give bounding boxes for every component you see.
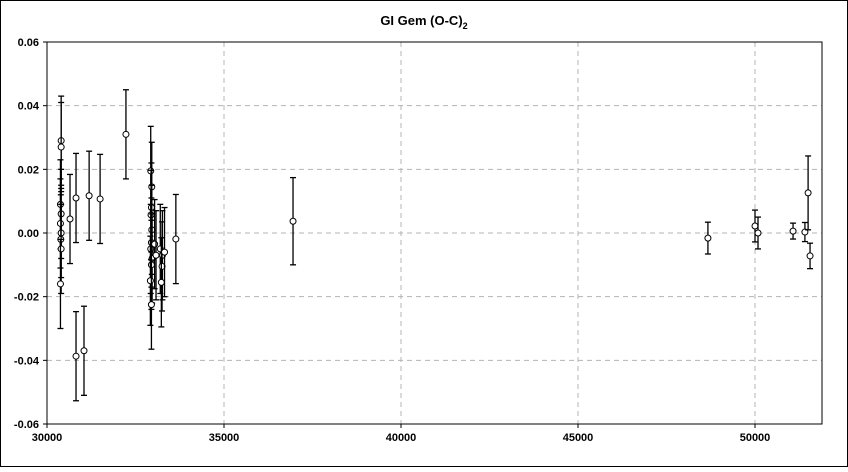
data-point [96, 153, 104, 245]
point-marker [754, 229, 762, 237]
y-tick-label: -0.04 [14, 355, 40, 367]
point-marker [172, 235, 180, 243]
data-point [80, 305, 88, 397]
x-tick-label: 35000 [209, 432, 240, 444]
point-marker [85, 192, 93, 200]
data-point [56, 238, 64, 330]
point-marker [72, 352, 80, 360]
point-marker [96, 195, 104, 203]
point-marker [146, 277, 154, 285]
y-tick-label: 0.06 [18, 37, 39, 49]
y-tick-label: 0.00 [18, 228, 39, 240]
x-tick-label: 45000 [563, 432, 594, 444]
point-marker [161, 248, 169, 256]
y-tick-label: -0.06 [14, 419, 39, 431]
data-point [789, 222, 797, 240]
point-marker [289, 217, 297, 225]
data-point [704, 221, 712, 255]
plot-area [46, 41, 823, 425]
data-points [56, 89, 814, 402]
point-marker [157, 278, 165, 286]
point-marker [57, 245, 65, 253]
chart-title: GI Gem (O-C)2 [380, 13, 467, 31]
point-marker [152, 251, 160, 259]
x-tick-label: 50000 [740, 432, 771, 444]
point-marker [151, 240, 159, 248]
data-point [66, 173, 74, 265]
data-point [147, 259, 155, 350]
data-point [122, 89, 130, 180]
point-marker [80, 347, 88, 355]
data-point [172, 193, 180, 285]
y-tick-label: -0.02 [14, 292, 39, 304]
data-point [72, 152, 80, 244]
point-marker [789, 227, 797, 235]
point-marker [56, 280, 64, 288]
data-point [85, 150, 93, 241]
point-marker [801, 228, 809, 236]
point-marker [66, 215, 74, 223]
y-tick-label: 0.02 [18, 164, 39, 176]
x-tick-label: 40000 [386, 432, 417, 444]
data-point [754, 216, 762, 250]
point-marker [751, 222, 759, 230]
point-marker [806, 252, 814, 260]
point-marker [147, 301, 155, 309]
data-point [804, 155, 812, 231]
data-point [289, 176, 297, 266]
data-point [801, 221, 809, 243]
data-point [72, 310, 80, 402]
x-tick-label: 30000 [32, 432, 63, 444]
data-point [57, 203, 65, 295]
y-tick-label: 0.04 [18, 101, 40, 113]
point-marker [804, 189, 812, 197]
y-axis: -0.06 -0.04 -0.02 0.00 0.02 0.04 0.06 [14, 37, 47, 431]
data-point [161, 206, 169, 298]
point-marker [57, 143, 65, 151]
point-marker [704, 234, 712, 242]
point-marker [72, 194, 80, 202]
data-point [151, 198, 159, 290]
point-marker [122, 130, 130, 138]
x-axis: 30000 35000 40000 45000 50000 [32, 424, 771, 444]
data-point [806, 242, 814, 270]
